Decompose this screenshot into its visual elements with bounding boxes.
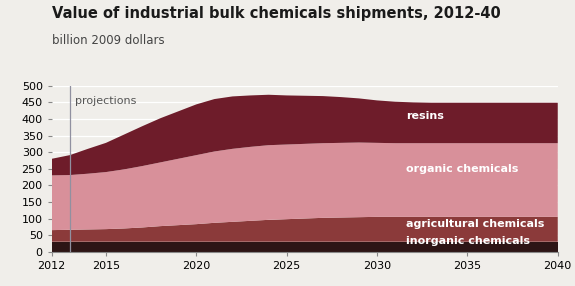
Text: Value of industrial bulk chemicals shipments, 2012-40: Value of industrial bulk chemicals shipm… [52, 6, 500, 21]
Text: inorganic chemicals: inorganic chemicals [406, 236, 530, 246]
Text: resins: resins [406, 111, 444, 121]
Text: projections: projections [75, 96, 137, 106]
Text: billion 2009 dollars: billion 2009 dollars [52, 34, 164, 47]
Text: organic chemicals: organic chemicals [406, 164, 518, 174]
Text: agricultural chemicals: agricultural chemicals [406, 219, 545, 229]
